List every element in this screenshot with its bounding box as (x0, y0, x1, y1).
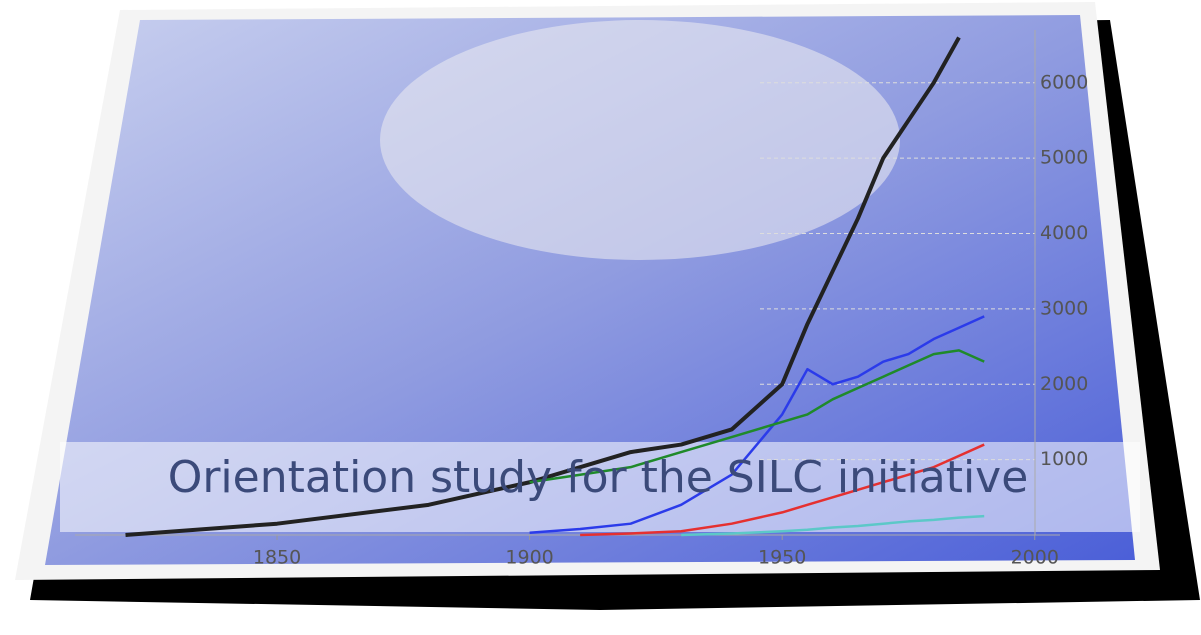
series-line (681, 514, 985, 537)
series-line (125, 36, 961, 537)
series-line (529, 315, 985, 534)
chart-title: Orientation study for the SILC initiativ… (168, 452, 1029, 503)
y-tick-label: 4000 (1040, 222, 1088, 244)
y-tick-label: 1000 (1040, 448, 1088, 470)
cloud (380, 20, 900, 260)
y-tick-label: 6000 (1040, 71, 1088, 93)
x-tick-label: 1950 (758, 547, 806, 569)
x-tick-label: 2000 (1011, 547, 1059, 569)
x-tick-label: 1850 (253, 547, 301, 569)
y-tick-label: 5000 (1040, 147, 1088, 169)
series-line (529, 349, 985, 484)
y-tick-label: 2000 (1040, 373, 1088, 395)
x-tick-label: 1900 (505, 547, 553, 569)
series-line (580, 443, 985, 537)
y-tick-label: 3000 (1040, 297, 1088, 319)
